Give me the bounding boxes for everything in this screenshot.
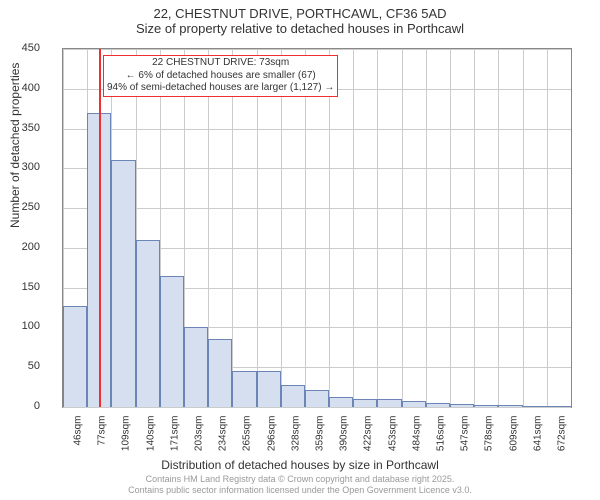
x-tick-label: 422sqm — [363, 416, 374, 466]
y-tick-label: 450 — [0, 42, 40, 54]
x-tick-label: 359sqm — [315, 416, 326, 466]
x-tick-label: 484sqm — [411, 416, 422, 466]
x-tick-label: 641sqm — [532, 416, 543, 466]
histogram-bar — [474, 405, 498, 407]
gridline-vertical — [305, 49, 306, 407]
gridline-vertical — [353, 49, 354, 407]
x-tick-label: 516sqm — [435, 416, 446, 466]
x-tick-label: 109sqm — [121, 416, 132, 466]
gridline-vertical — [281, 49, 282, 407]
gridline-vertical — [257, 49, 258, 407]
gridline-horizontal — [63, 49, 571, 50]
y-tick-label: 200 — [0, 241, 40, 253]
x-tick-label: 171sqm — [169, 416, 180, 466]
gridline-vertical — [450, 49, 451, 407]
annotation-box: 22 CHESTNUT DRIVE: 73sqm← 6% of detached… — [103, 55, 338, 97]
histogram-bar — [111, 160, 135, 407]
histogram-bar — [329, 397, 353, 407]
x-tick-label: 265sqm — [242, 416, 253, 466]
histogram-bar — [232, 371, 256, 407]
y-tick-label: 100 — [0, 320, 40, 332]
annotation-line: 94% of semi-detached houses are larger (… — [107, 82, 334, 95]
histogram-bar — [498, 405, 522, 407]
histogram-bar — [426, 403, 450, 407]
chart-area: 22 CHESTNUT DRIVE: 73sqm← 6% of detached… — [62, 48, 572, 408]
gridline-horizontal — [63, 168, 571, 169]
histogram-bar — [281, 385, 305, 407]
y-tick-label: 0 — [0, 400, 40, 412]
gridline-vertical — [377, 49, 378, 407]
y-tick-label: 400 — [0, 82, 40, 94]
x-tick-label: 234sqm — [218, 416, 229, 466]
x-tick-label: 547sqm — [460, 416, 471, 466]
footnote-line2: Contains public sector information licen… — [0, 485, 600, 496]
histogram-bar — [160, 276, 184, 407]
x-tick-label: 328sqm — [290, 416, 301, 466]
histogram-bar — [184, 327, 208, 407]
x-tick-label: 296sqm — [266, 416, 277, 466]
x-tick-label: 609sqm — [508, 416, 519, 466]
y-tick-label: 300 — [0, 161, 40, 173]
gridline-vertical — [474, 49, 475, 407]
histogram-bar — [523, 406, 547, 407]
x-tick-label: 453sqm — [387, 416, 398, 466]
title-block: 22, CHESTNUT DRIVE, PORTHCAWL, CF36 5AD … — [0, 0, 600, 36]
annotation-line: 22 CHESTNUT DRIVE: 73sqm — [107, 57, 334, 70]
histogram-bar — [305, 390, 329, 408]
histogram-bar — [136, 240, 160, 407]
gridline-vertical — [232, 49, 233, 407]
gridline-vertical — [547, 49, 548, 407]
chart-container: 22, CHESTNUT DRIVE, PORTHCAWL, CF36 5AD … — [0, 0, 600, 500]
x-tick-label: 140sqm — [145, 416, 156, 466]
histogram-bar — [63, 306, 87, 407]
gridline-vertical — [426, 49, 427, 407]
histogram-bar — [377, 399, 401, 407]
histogram-bar — [547, 406, 571, 407]
histogram-bar — [402, 401, 426, 407]
x-tick-label: 672sqm — [556, 416, 567, 466]
histogram-bar — [450, 404, 474, 407]
gridline-vertical — [402, 49, 403, 407]
x-tick-label: 578sqm — [484, 416, 495, 466]
gridline-vertical — [523, 49, 524, 407]
gridline-horizontal — [63, 208, 571, 209]
y-tick-label: 250 — [0, 201, 40, 213]
property-marker-line — [99, 49, 101, 407]
plot-region: 22 CHESTNUT DRIVE: 73sqm← 6% of detached… — [62, 48, 572, 408]
gridline-horizontal — [63, 407, 571, 408]
x-tick-label: 390sqm — [339, 416, 350, 466]
y-tick-label: 50 — [0, 360, 40, 372]
x-tick-label: 203sqm — [194, 416, 205, 466]
title-main: 22, CHESTNUT DRIVE, PORTHCAWL, CF36 5AD — [0, 6, 600, 21]
histogram-bar — [208, 339, 232, 407]
y-tick-label: 350 — [0, 122, 40, 134]
annotation-line: ← 6% of detached houses are smaller (67) — [107, 70, 334, 83]
footnote: Contains HM Land Registry data © Crown c… — [0, 474, 600, 496]
y-tick-label: 150 — [0, 281, 40, 293]
footnote-line1: Contains HM Land Registry data © Crown c… — [0, 474, 600, 485]
title-subtitle: Size of property relative to detached ho… — [0, 21, 600, 36]
gridline-vertical — [329, 49, 330, 407]
x-tick-label: 46sqm — [73, 416, 84, 466]
gridline-horizontal — [63, 129, 571, 130]
histogram-bar — [353, 399, 377, 407]
histogram-bar — [257, 371, 281, 407]
gridline-vertical — [498, 49, 499, 407]
x-tick-label: 77sqm — [97, 416, 108, 466]
